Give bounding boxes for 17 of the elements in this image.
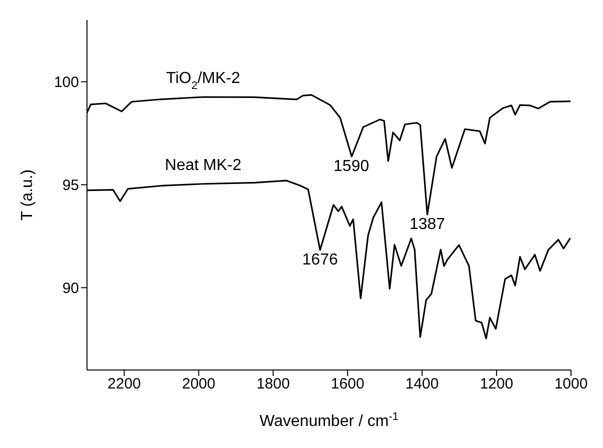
y-axis-title: T (a.u.) xyxy=(19,169,36,221)
x-tick-label: 2200 xyxy=(108,376,141,393)
annotation: 1676 xyxy=(302,251,338,268)
annotation: 1590 xyxy=(334,158,370,175)
x-tick-label: 1800 xyxy=(256,376,290,393)
x-tick-label: 1000 xyxy=(554,376,588,393)
x-tick-label: 1400 xyxy=(405,376,439,393)
x-tick-label: 2000 xyxy=(182,376,216,393)
annotation: 1387 xyxy=(409,216,446,233)
y-tick-label: 100 xyxy=(54,74,79,92)
series-label: Neat MK-2 xyxy=(164,156,242,174)
x-tick-label: 1600 xyxy=(330,376,364,393)
x-tick-label: 1200 xyxy=(480,376,514,393)
y-tick-label: 95 xyxy=(62,177,79,194)
x-axis-title: Wavenumber / cm$^{-1}$ xyxy=(260,411,398,430)
y-tick-label: 90 xyxy=(62,280,79,297)
series-label: TiO$_{2}$/MK-2 xyxy=(166,70,240,92)
